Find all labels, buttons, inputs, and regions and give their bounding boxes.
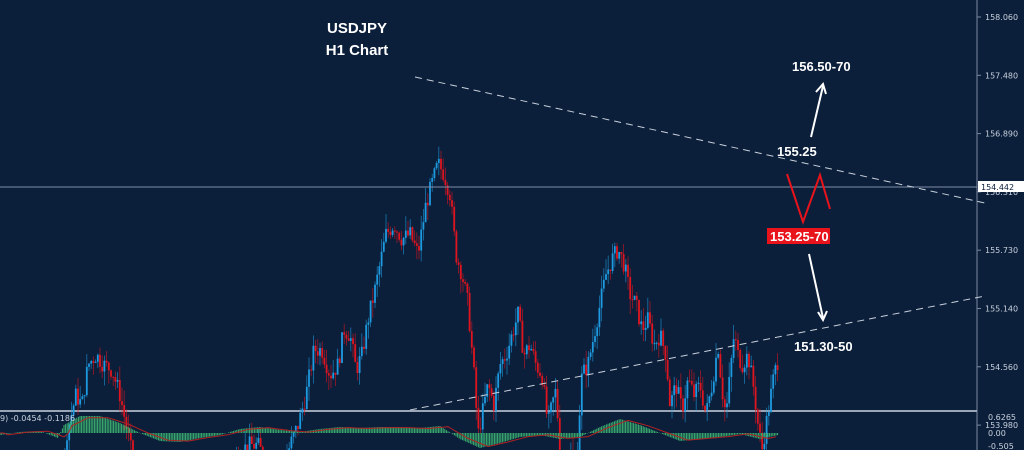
down-arrow-icon (808, 253, 828, 323)
chart-title: USDJPY (327, 20, 387, 37)
price-tick: 156.890 (985, 130, 1018, 139)
candles (64, 146, 779, 450)
ascending-trendline[interactable] (409, 295, 986, 411)
support-label: 153.25-70 (770, 229, 829, 244)
current-price-value: 154.442 (981, 183, 1014, 192)
price-tick: 155.730 (985, 246, 1018, 255)
upper-target-label: 156.50-70 (792, 59, 851, 74)
resistance-label: 155.25 (777, 144, 817, 159)
price-tick: 155.140 (985, 305, 1018, 314)
price-tick: 153.980 (985, 421, 1018, 430)
up-arrow-icon (810, 81, 827, 138)
macd-axis: 0.6265 0.00 -0.505 (988, 413, 1016, 450)
price-tick: 158.060 (985, 13, 1018, 22)
price-axis: 158.060 157.480 156.890 156.310 155.730 155.1… (977, 13, 1018, 430)
zigzag-projection-icon (786, 171, 831, 226)
descending-trendline[interactable] (414, 76, 986, 204)
chart-subtitle: H1 Chart (326, 42, 389, 59)
macd-tick: -0.505 (988, 442, 1014, 450)
macd-tick: 0.00 (988, 429, 1006, 438)
lower-target-label: 151.30-50 (794, 339, 853, 354)
price-tick: 157.480 (985, 71, 1018, 80)
support-box (767, 228, 830, 244)
macd-tick: 0.6265 (988, 413, 1016, 422)
macd-values-label: 9) -0.0454 -0.1186 (0, 414, 75, 423)
price-tick: 156.310 (985, 188, 1018, 197)
price-tick: 154.560 (985, 363, 1018, 372)
macd-indicator (0, 416, 779, 448)
current-price-badge (978, 181, 1024, 192)
